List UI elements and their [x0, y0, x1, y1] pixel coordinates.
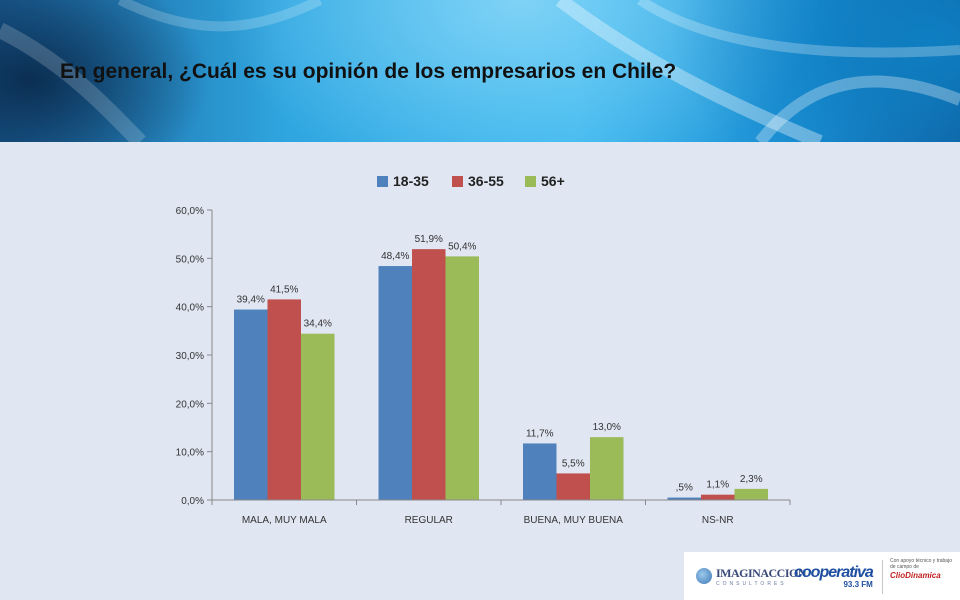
data-label: ,5% [676, 483, 693, 494]
bar [590, 437, 624, 500]
y-tick-label: 0,0% [181, 496, 204, 507]
chart-legend: 18-35 36-55 56+ [377, 173, 565, 189]
banner-decoration [0, 0, 960, 142]
legend-swatch-3 [525, 176, 536, 187]
legend-label-3: 56+ [541, 173, 565, 189]
x-axis: MALA, MUY MALA REGULAR BUENA, MUY BUENA NS-… [211, 499, 791, 526]
imaginaccion-sub: CONSULTORES [716, 581, 787, 587]
sponsor-logos: IMAGINACCION CONSULTORES cooperativa 93.… [684, 552, 960, 600]
data-label: 48,4% [381, 251, 409, 262]
bar [701, 494, 735, 500]
legend-swatch-1 [377, 176, 388, 187]
y-tick-label: 50,0% [176, 254, 204, 265]
data-label: 1,1% [706, 480, 729, 491]
data-label: 39,4% [237, 295, 265, 306]
x-tick-label: MALA, MUY MALA [242, 515, 327, 526]
bars: 39,4% 41,5% 34,4% 48,4% 51,9% 50,4% 11,7% 5,5% 1… [234, 234, 768, 500]
cooperativa-name: cooperativa [794, 564, 874, 581]
header-banner: En general, ¿Cuál es su opinión de los e… [0, 0, 960, 142]
data-label: 13,0% [593, 422, 621, 433]
x-tick-label: BUENA, MUY BUENA [524, 515, 624, 526]
y-axis: 0,0% 10,0% 20,0% 30,0% 40,0% 50,0% 60,0% [176, 206, 213, 507]
imaginaccion-name: IMAGINACCION [716, 566, 807, 580]
bar [556, 473, 590, 500]
cooperativa-frequency: 93.3 FM [843, 580, 873, 589]
y-tick-label: 30,0% [176, 351, 204, 362]
cliodinamica-name: ClioDinamica [890, 571, 941, 580]
x-tick-label: REGULAR [405, 515, 453, 526]
logo-divider [882, 560, 883, 594]
y-tick-label: 60,0% [176, 206, 204, 217]
bar-chart: 18-35 36-55 56+ 0,0% 10,0% 20,0% 30,0% 40,0% 50… [176, 173, 791, 526]
y-tick-label: 20,0% [176, 399, 204, 410]
bar [667, 497, 701, 500]
cliodinamica-note: Con apoyo técnico y trabajo de campo de [890, 558, 952, 570]
legend-label-1: 18-35 [393, 173, 429, 189]
legend-label-2: 36-55 [468, 173, 504, 189]
cooperativa-logo: cooperativa 93.3 FM [794, 564, 874, 589]
data-label: 2,3% [740, 474, 763, 485]
data-label: 34,4% [304, 319, 332, 330]
bar [378, 266, 412, 500]
data-label: 41,5% [270, 284, 298, 295]
legend-swatch-2 [452, 176, 463, 187]
imaginaccion-logo: IMAGINACCION CONSULTORES [716, 566, 807, 587]
data-label: 51,9% [415, 234, 443, 245]
imaginaccion-globe-icon [696, 568, 712, 584]
bar [267, 299, 301, 500]
bar [734, 488, 768, 500]
bar [234, 309, 268, 500]
data-label: 11,7% [526, 428, 554, 439]
data-label: 50,4% [448, 241, 476, 252]
data-label: 5,5% [562, 458, 585, 469]
bar [301, 333, 335, 500]
page-title: En general, ¿Cuál es su opinión de los e… [60, 60, 677, 83]
x-tick-label: NS-NR [702, 515, 734, 526]
bar [412, 249, 446, 500]
bar [523, 443, 557, 500]
bar [445, 256, 479, 500]
y-tick-label: 10,0% [176, 448, 204, 459]
cliodinamica-logo: Con apoyo técnico y trabajo de campo de … [890, 558, 956, 580]
y-tick-label: 40,0% [176, 303, 204, 314]
